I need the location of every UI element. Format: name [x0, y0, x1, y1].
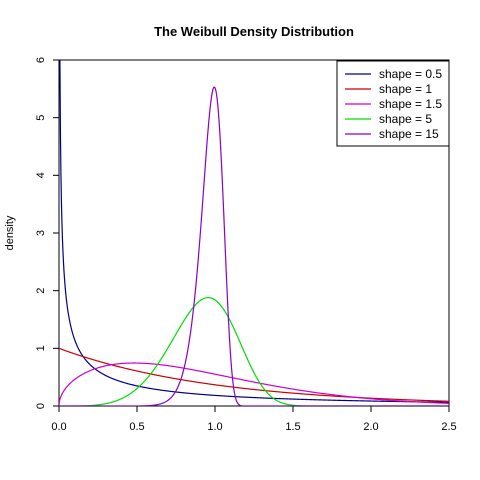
- y-axis-label: density: [4, 215, 16, 250]
- y-tick-label: 3: [35, 230, 47, 236]
- y-tick-label: 6: [35, 57, 47, 63]
- y-tick-label: 1: [35, 345, 47, 351]
- y-tick-label: 2: [35, 288, 47, 294]
- x-tick-label: 2.5: [441, 421, 456, 433]
- legend-label: shape = 1: [379, 82, 432, 96]
- y-tick-label: 0: [35, 403, 47, 409]
- legend-label: shape = 15: [379, 127, 439, 141]
- x-tick-label: 1.5: [285, 421, 300, 433]
- series-line-0: [59, 60, 449, 403]
- chart-title: The Weibull Density Distribution: [154, 24, 354, 39]
- series-line-2: [59, 362, 449, 406]
- plot-lines: [59, 60, 449, 406]
- y-tick-label: 5: [35, 115, 47, 121]
- legend-label: shape = 5: [379, 112, 432, 126]
- x-tick-label: 0.0: [51, 421, 66, 433]
- y-tick-label: 4: [35, 172, 47, 178]
- x-tick-label: 2.0: [363, 421, 378, 433]
- series-line-1: [59, 347, 449, 402]
- legend-label: shape = 1.5: [379, 97, 442, 111]
- legend-label: shape = 0.5: [379, 67, 442, 81]
- series-line-3: [59, 297, 449, 406]
- x-tick-label: 0.5: [129, 421, 144, 433]
- x-tick-label: 1.0: [207, 421, 222, 433]
